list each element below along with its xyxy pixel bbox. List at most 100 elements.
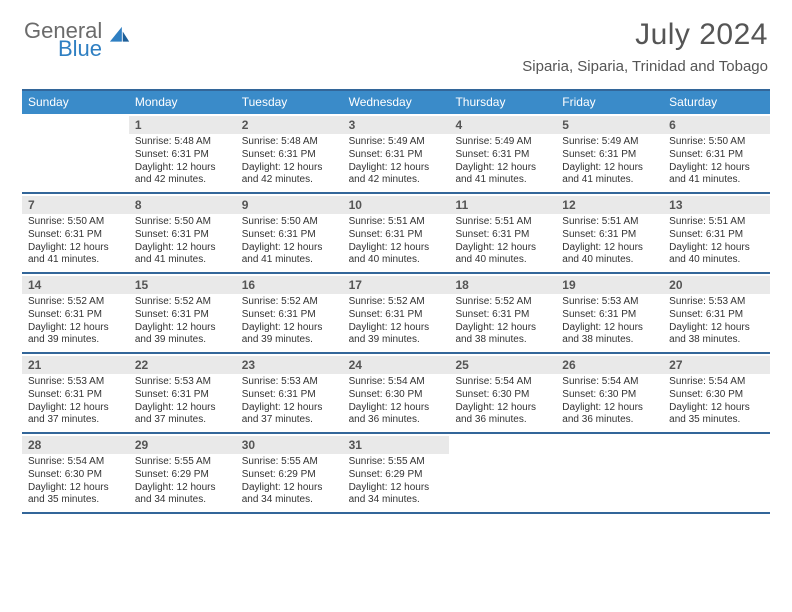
day-cell: 13 Sunrise: 5:51 AMSunset: 6:31 PMDayligh… <box>663 194 770 272</box>
day-cell: 4 Sunrise: 5:49 AMSunset: 6:31 PMDaylight… <box>449 114 556 192</box>
day-info: Sunrise: 5:54 AMSunset: 6:30 PMDaylight:… <box>28 456 125 507</box>
day-cell: 29 Sunrise: 5:55 AMSunset: 6:29 PMDayligh… <box>129 434 236 512</box>
logo: General Blue <box>24 18 131 60</box>
day-info: Sunrise: 5:50 AMSunset: 6:31 PMDaylight:… <box>28 216 125 267</box>
day-cell <box>449 434 556 512</box>
week-row: 7 Sunrise: 5:50 AMSunset: 6:31 PMDaylight… <box>22 194 770 274</box>
day-number: 9 <box>236 196 343 214</box>
page-header: General Blue July 2024 Siparia, Siparia,… <box>0 0 792 81</box>
day-number: 8 <box>129 196 236 214</box>
day-cell: 18 Sunrise: 5:52 AMSunset: 6:31 PMDayligh… <box>449 274 556 352</box>
day-cell: 25Sunrise: 5:54 AMSunset: 6:30 PMDayligh… <box>449 354 556 432</box>
day-number: 21 <box>22 356 129 374</box>
day-cell <box>556 434 663 512</box>
day-number: 12 <box>556 196 663 214</box>
day-number: 24 <box>343 356 450 374</box>
day-number: 2 <box>236 116 343 134</box>
day-info: Sunrise: 5:52 AMSunset: 6:31 PMDaylight:… <box>242 296 339 347</box>
day-info: Sunrise: 5:55 AMSunset: 6:29 PMDaylight:… <box>242 456 339 507</box>
day-number: 1 <box>129 116 236 134</box>
day-number: 17 <box>343 276 450 294</box>
day-info: Sunrise: 5:51 AMSunset: 6:31 PMDaylight:… <box>562 216 659 267</box>
day-cell: 9 Sunrise: 5:50 AMSunset: 6:31 PMDaylight… <box>236 194 343 272</box>
title-block: July 2024 Siparia, Siparia, Trinidad and… <box>522 18 768 75</box>
day-number: 7 <box>22 196 129 214</box>
day-info: Sunrise: 5:55 AMSunset: 6:29 PMDaylight:… <box>349 456 446 507</box>
day-cell: 2 Sunrise: 5:48 AMSunset: 6:31 PMDaylight… <box>236 114 343 192</box>
week-row: 1 Sunrise: 5:48 AMSunset: 6:31 PMDaylight… <box>22 114 770 194</box>
day-number: 26 <box>556 356 663 374</box>
day-cell: 6 Sunrise: 5:50 AMSunset: 6:31 PMDaylight… <box>663 114 770 192</box>
weekday-header-row: SundayMondayTuesdayWednesdayThursdayFrid… <box>22 91 770 114</box>
day-number: 25 <box>449 356 556 374</box>
day-info: Sunrise: 5:49 AMSunset: 6:31 PMDaylight:… <box>455 136 552 187</box>
day-info: Sunrise: 5:53 AMSunset: 6:31 PMDaylight:… <box>669 296 766 347</box>
day-info: Sunrise: 5:48 AMSunset: 6:31 PMDaylight:… <box>242 136 339 187</box>
day-number: 11 <box>449 196 556 214</box>
day-cell: 22 Sunrise: 5:53 AMSunset: 6:31 PMDayligh… <box>129 354 236 432</box>
day-cell: 1 Sunrise: 5:48 AMSunset: 6:31 PMDaylight… <box>129 114 236 192</box>
day-info: Sunrise: 5:54 AMSunset: 6:30 PMDaylight:… <box>349 376 446 427</box>
day-number: 19 <box>556 276 663 294</box>
day-cell: 7 Sunrise: 5:50 AMSunset: 6:31 PMDaylight… <box>22 194 129 272</box>
day-info: Sunrise: 5:50 AMSunset: 6:31 PMDaylight:… <box>135 216 232 267</box>
day-number: 3 <box>343 116 450 134</box>
day-cell: 14 Sunrise: 5:52 AMSunset: 6:31 PMDayligh… <box>22 274 129 352</box>
day-cell: 24 Sunrise: 5:54 AMSunset: 6:30 PMDayligh… <box>343 354 450 432</box>
logo-sail-icon <box>109 26 131 42</box>
day-info: Sunrise: 5:52 AMSunset: 6:31 PMDaylight:… <box>455 296 552 347</box>
day-number: 28 <box>22 436 129 454</box>
day-cell: 17 Sunrise: 5:52 AMSunset: 6:31 PMDayligh… <box>343 274 450 352</box>
day-info: Sunrise: 5:51 AMSunset: 6:31 PMDaylight:… <box>349 216 446 267</box>
day-info: Sunrise: 5:52 AMSunset: 6:31 PMDaylight:… <box>349 296 446 347</box>
weekday-header: Monday <box>129 91 236 114</box>
week-row: 21 Sunrise: 5:53 AMSunset: 6:31 PMDayligh… <box>22 354 770 434</box>
day-number: 4 <box>449 116 556 134</box>
day-number: 22 <box>129 356 236 374</box>
day-number: 18 <box>449 276 556 294</box>
day-cell: 19 Sunrise: 5:53 AMSunset: 6:31 PMDayligh… <box>556 274 663 352</box>
day-cell <box>22 114 129 192</box>
day-info: Sunrise: 5:50 AMSunset: 6:31 PMDaylight:… <box>669 136 766 187</box>
week-row: 28 Sunrise: 5:54 AMSunset: 6:30 PMDayligh… <box>22 434 770 514</box>
calendar-grid: SundayMondayTuesdayWednesdayThursdayFrid… <box>22 89 770 514</box>
day-info: Sunrise: 5:48 AMSunset: 6:31 PMDaylight:… <box>135 136 232 187</box>
day-info: Sunrise: 5:53 AMSunset: 6:31 PMDaylight:… <box>562 296 659 347</box>
day-cell: 20 Sunrise: 5:53 AMSunset: 6:31 PMDayligh… <box>663 274 770 352</box>
day-number: 14 <box>22 276 129 294</box>
day-info: Sunrise: 5:50 AMSunset: 6:31 PMDaylight:… <box>242 216 339 267</box>
day-info: Sunrise: 5:51 AMSunset: 6:31 PMDaylight:… <box>455 216 552 267</box>
weekday-header: Thursday <box>449 91 556 114</box>
day-info: Sunrise: 5:55 AMSunset: 6:29 PMDaylight:… <box>135 456 232 507</box>
month-title: July 2024 <box>522 18 768 52</box>
day-cell: 26 Sunrise: 5:54 AMSunset: 6:30 PMDayligh… <box>556 354 663 432</box>
day-number: 6 <box>663 116 770 134</box>
day-number: 16 <box>236 276 343 294</box>
day-info: Sunrise: 5:52 AMSunset: 6:31 PMDaylight:… <box>28 296 125 347</box>
day-cell: 21Sunrise: 5:53 AMSunset: 6:31 PMDayligh… <box>22 354 129 432</box>
day-cell: 11 Sunrise: 5:51 AMSunset: 6:31 PMDayligh… <box>449 194 556 272</box>
day-info: Sunrise: 5:51 AMSunset: 6:31 PMDaylight:… <box>669 216 766 267</box>
day-number: 29 <box>129 436 236 454</box>
logo-word2: Blue <box>58 36 102 62</box>
day-cell: 10Sunrise: 5:51 AMSunset: 6:31 PMDayligh… <box>343 194 450 272</box>
day-info: Sunrise: 5:53 AMSunset: 6:31 PMDaylight:… <box>135 376 232 427</box>
day-number: 30 <box>236 436 343 454</box>
weekday-header: Wednesday <box>343 91 450 114</box>
day-number: 23 <box>236 356 343 374</box>
day-cell: 28 Sunrise: 5:54 AMSunset: 6:30 PMDayligh… <box>22 434 129 512</box>
day-cell <box>663 434 770 512</box>
day-cell: 5 Sunrise: 5:49 AMSunset: 6:31 PMDaylight… <box>556 114 663 192</box>
day-info: Sunrise: 5:49 AMSunset: 6:31 PMDaylight:… <box>562 136 659 187</box>
weekday-header: Sunday <box>22 91 129 114</box>
weekday-header: Tuesday <box>236 91 343 114</box>
day-info: Sunrise: 5:54 AMSunset: 6:30 PMDaylight:… <box>669 376 766 427</box>
day-number: 20 <box>663 276 770 294</box>
day-number: 13 <box>663 196 770 214</box>
location-subtitle: Siparia, Siparia, Trinidad and Tobago <box>522 58 768 75</box>
day-cell: 30 Sunrise: 5:55 AMSunset: 6:29 PMDayligh… <box>236 434 343 512</box>
day-info: Sunrise: 5:49 AMSunset: 6:31 PMDaylight:… <box>349 136 446 187</box>
day-info: Sunrise: 5:52 AMSunset: 6:31 PMDaylight:… <box>135 296 232 347</box>
day-number: 5 <box>556 116 663 134</box>
day-info: Sunrise: 5:54 AMSunset: 6:30 PMDaylight:… <box>562 376 659 427</box>
